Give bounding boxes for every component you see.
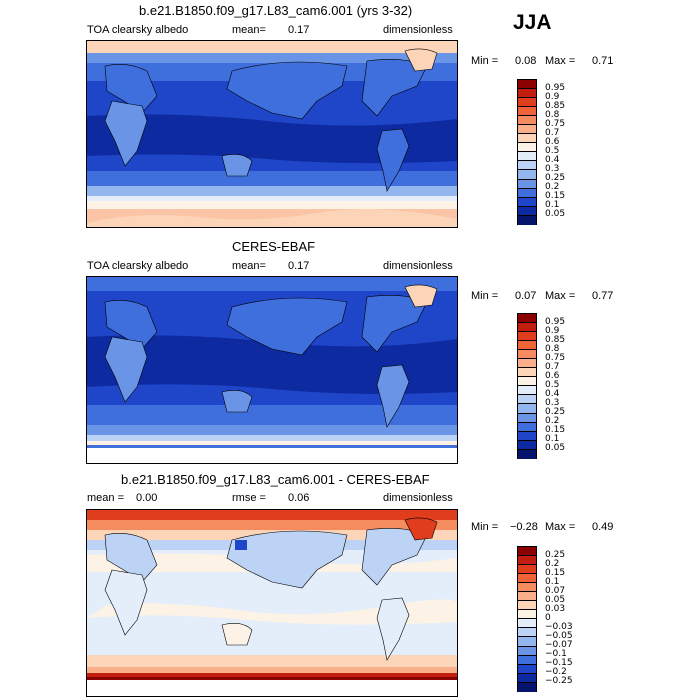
panel3-mean-label: mean = — [87, 492, 124, 504]
panel1-cb-label: 0.8 — [545, 110, 560, 120]
panel1-cb-label: 0.7 — [545, 128, 560, 138]
panel3-cb-label: −0.15 — [545, 658, 573, 668]
panel2-cb-label: 0.3 — [545, 398, 560, 408]
panel2-colorbar — [517, 313, 537, 459]
panel3-cb-label: 0 — [545, 613, 551, 623]
panel3-cb-label: 0.07 — [545, 586, 566, 596]
panel3-rmse-label: rmse = — [232, 492, 266, 504]
panel2-cb-label: 0.9 — [545, 326, 560, 336]
panel2-cb-label: 0.1 — [545, 434, 560, 444]
panel3-cb-label: 0.1 — [545, 577, 560, 587]
panel2-title: CERES-EBAF — [232, 239, 316, 254]
panel1-cb-label: 0.6 — [545, 137, 560, 147]
panel1-colorbar — [517, 79, 537, 225]
panel3-max-label: Max = — [545, 521, 576, 533]
panel1-map — [86, 40, 458, 228]
panel3-cb-label: −0.05 — [545, 631, 573, 641]
panel2-max-label: Max = — [545, 290, 576, 302]
panel3-map — [86, 509, 458, 697]
panel3-max-value: 0.49 — [592, 521, 614, 533]
panel3-rmse-value: 0.06 — [288, 492, 310, 504]
panel1-title: b.e21.B1850.f09_g17.L83_cam6.001 (yrs 3-… — [139, 3, 413, 18]
panel1-min-value: 0.08 — [515, 55, 537, 67]
panel3-cb-label: 0.05 — [545, 595, 566, 605]
panel1-cb-label: 0.15 — [545, 191, 566, 201]
panel1-cb-label: 0.85 — [545, 101, 566, 111]
panel2-cb-label: 0.5 — [545, 380, 560, 390]
panel1-min-label: Min = — [471, 55, 499, 67]
panel2-cb-label: 0.85 — [545, 335, 566, 345]
panel3-cb-label: 0.03 — [545, 604, 566, 614]
season-label: JJA — [513, 11, 552, 34]
panel1-mean-value: 0.17 — [288, 24, 310, 36]
panel3-min-value: −0.28 — [510, 521, 538, 533]
panel3-cb-label: 0.2 — [545, 559, 560, 569]
panel2-cb-label: 0.05 — [545, 443, 566, 453]
panel3-cb-label: −0.03 — [545, 622, 573, 632]
panel3-units: dimensionless — [383, 492, 453, 504]
panel2-cb-label: 0.95 — [545, 317, 566, 327]
panel3-cb-label: −0.07 — [545, 640, 573, 650]
panel2-cb-label: 0.2 — [545, 416, 560, 426]
panel3-cb-label: 0.15 — [545, 568, 566, 578]
panel1-cb-label: 0.95 — [545, 83, 566, 93]
panel2-min-value: 0.07 — [515, 290, 537, 302]
panel2-min-label: Min = — [471, 290, 499, 302]
panel3-min-label: Min = — [471, 521, 499, 533]
panel3-title: b.e21.B1850.f09_g17.L83_cam6.001 - CERES… — [121, 472, 430, 487]
panel1-cb-label: 0.1 — [545, 200, 560, 210]
panel1-variable: TOA clearsky albedo — [87, 24, 189, 36]
panel1-cb-label: 0.3 — [545, 164, 560, 174]
panel1-units: dimensionless — [383, 24, 453, 36]
panel2-variable: TOA clearsky albedo — [87, 260, 189, 272]
panel2-cb-label: 0.7 — [545, 362, 560, 372]
panel2-cb-label: 0.6 — [545, 371, 560, 381]
panel2-cb-label: 0.8 — [545, 344, 560, 354]
panel1-max-label: Max = — [545, 55, 576, 67]
panel1-cb-label: 0.75 — [545, 119, 566, 129]
panel1-cb-label: 0.25 — [545, 173, 566, 183]
panel2-cb-label: 0.4 — [545, 389, 560, 399]
panel3-cb-label: −0.25 — [545, 676, 573, 686]
panel2-units: dimensionless — [383, 260, 453, 272]
panel2-cb-label: 0.25 — [545, 407, 566, 417]
panel1-cb-label: 0.05 — [545, 209, 566, 219]
panel3-mean-value: 0.00 — [136, 492, 158, 504]
panel2-mean-value: 0.17 — [288, 260, 310, 272]
panel1-cb-label: 0.4 — [545, 155, 560, 165]
panel2-max-value: 0.77 — [592, 290, 614, 302]
panel1-cb-label: 0.5 — [545, 146, 560, 156]
panel3-cb-label: 0.25 — [545, 550, 566, 560]
panel2-cb-label: 0.75 — [545, 353, 566, 363]
panel1-cb-label: 0.2 — [545, 182, 560, 192]
panel1-cb-label: 0.9 — [545, 92, 560, 102]
panel2-cb-label: 0.15 — [545, 425, 566, 435]
panel1-max-value: 0.71 — [592, 55, 614, 67]
panel2-map — [86, 276, 458, 464]
panel2-mean-label: mean= — [232, 260, 266, 272]
panel3-cb-label: −0.1 — [545, 649, 567, 659]
panel3-cb-label: −0.2 — [545, 667, 567, 677]
panel1-mean-label: mean= — [232, 24, 266, 36]
panel3-colorbar — [517, 546, 537, 692]
